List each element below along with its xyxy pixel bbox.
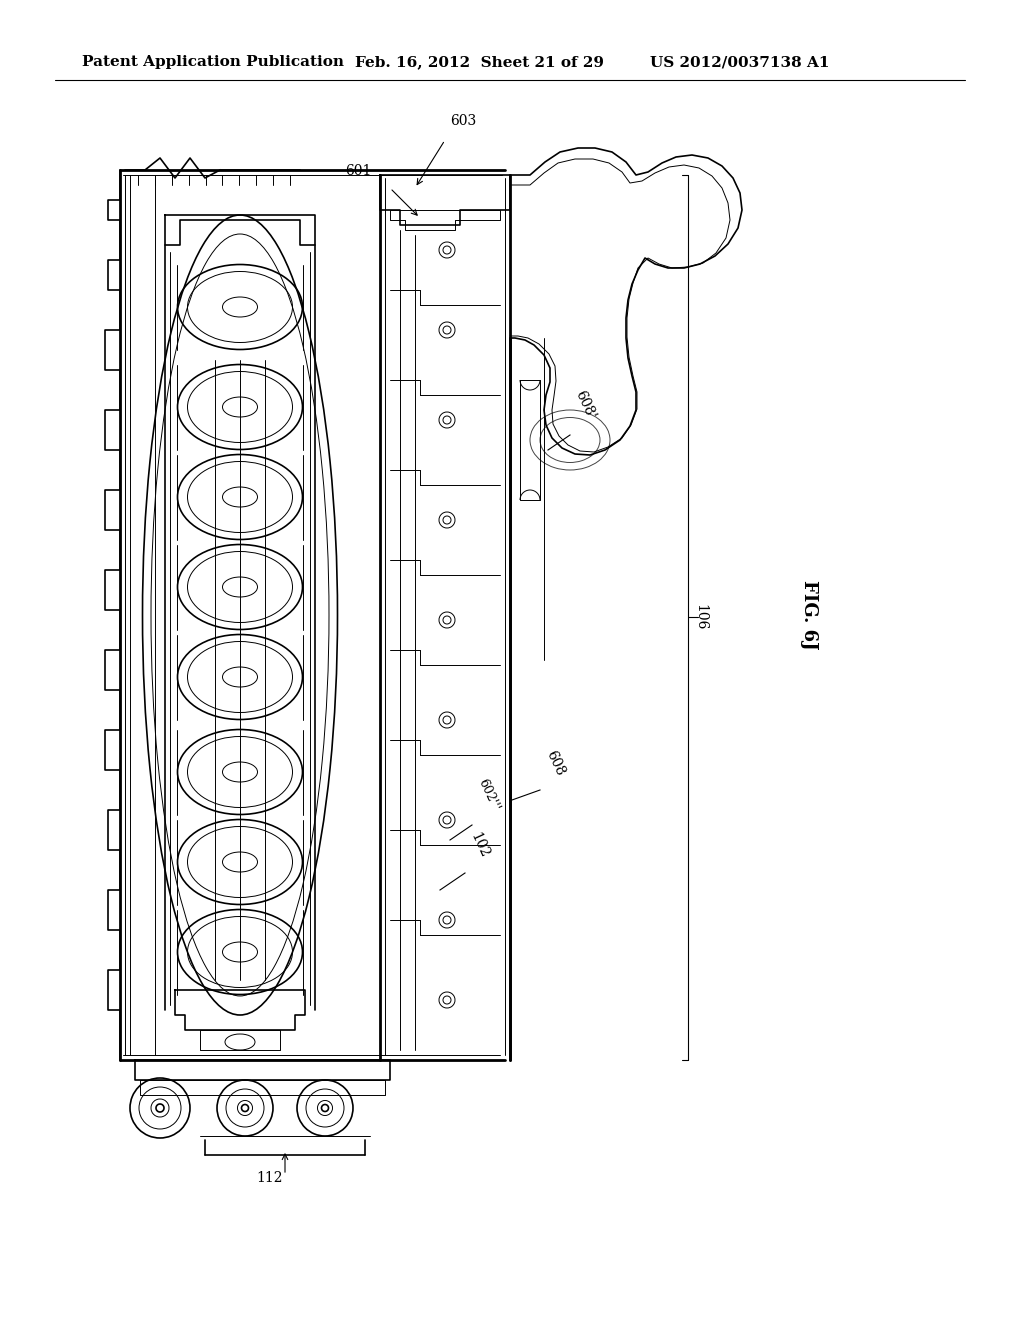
- Text: 102: 102: [468, 830, 492, 861]
- Text: 601: 601: [345, 164, 372, 178]
- Text: 106: 106: [693, 603, 707, 630]
- Text: 608: 608: [543, 748, 566, 777]
- Text: 603: 603: [450, 114, 476, 128]
- Text: Patent Application Publication: Patent Application Publication: [82, 55, 344, 69]
- Text: US 2012/0037138 A1: US 2012/0037138 A1: [650, 55, 829, 69]
- Text: 608': 608': [572, 389, 597, 422]
- Text: Feb. 16, 2012  Sheet 21 of 29: Feb. 16, 2012 Sheet 21 of 29: [355, 55, 604, 69]
- Text: FIG. 6J: FIG. 6J: [800, 581, 818, 649]
- Text: 112: 112: [257, 1171, 284, 1185]
- Text: 602''': 602''': [475, 776, 502, 813]
